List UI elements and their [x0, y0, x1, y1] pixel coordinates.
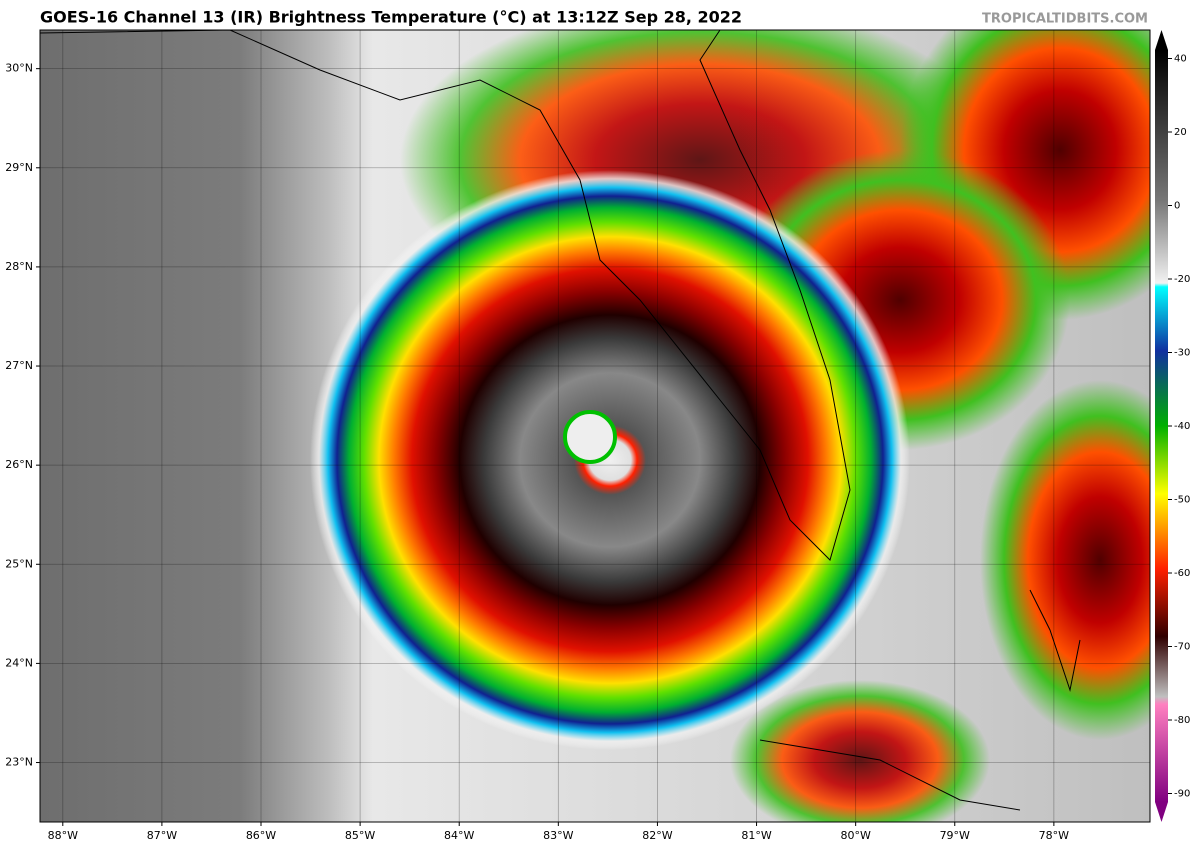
x-tick-label: 85°W [345, 829, 375, 842]
x-tick-label: 78°W [1039, 829, 1069, 842]
watermark: TROPICALTIDBITS.COM [982, 12, 1148, 27]
colorbar-tick-label: -20 [1174, 274, 1190, 285]
colorbar-tick-label: 20 [1174, 127, 1187, 138]
colorbar-tick-label: 0 [1174, 201, 1180, 212]
y-tick-label: 30°N [5, 62, 33, 75]
y-tick-label: 27°N [5, 359, 33, 372]
y-tick-label: 26°N [5, 458, 33, 471]
y-tick-label: 23°N [5, 756, 33, 769]
colorbar-tick-label: -50 [1174, 495, 1190, 506]
x-tick-label: 82°W [642, 829, 672, 842]
colorbar-tick-label: -80 [1174, 715, 1190, 726]
x-tick-label: 79°W [940, 829, 970, 842]
colorbar-tick-label: -90 [1174, 789, 1190, 800]
y-tick-label: 28°N [5, 260, 33, 273]
x-tick-label: 84°W [444, 829, 474, 842]
satellite-image [40, 30, 1150, 822]
map-frame [39, 29, 1151, 823]
colorbar-tick-label: -60 [1174, 568, 1190, 579]
title: GOES-16 Channel 13 (IR) Brightness Tempe… [40, 8, 742, 27]
y-tick-label: 25°N [5, 557, 33, 570]
colorbar-tick-label: -70 [1174, 642, 1190, 653]
x-tick-label: 80°W [840, 829, 870, 842]
colorbar-bottom [1155, 802, 1168, 822]
x-tick-label: 81°W [741, 829, 771, 842]
y-tick-label: 29°N [5, 161, 33, 174]
colorbar [1155, 50, 1168, 802]
x-tick-label: 87°W [147, 829, 177, 842]
colorbar-top [1155, 30, 1168, 50]
x-tick-label: 86°W [246, 829, 276, 842]
x-tick-label: 83°W [543, 829, 573, 842]
y-tick-label: 24°N [5, 656, 33, 669]
x-tick-label: 88°W [48, 829, 78, 842]
colorbar-tick-label: -40 [1174, 421, 1190, 432]
colorbar-tick-label: -30 [1174, 348, 1190, 359]
colorbar-tick-label: 40 [1174, 54, 1187, 65]
